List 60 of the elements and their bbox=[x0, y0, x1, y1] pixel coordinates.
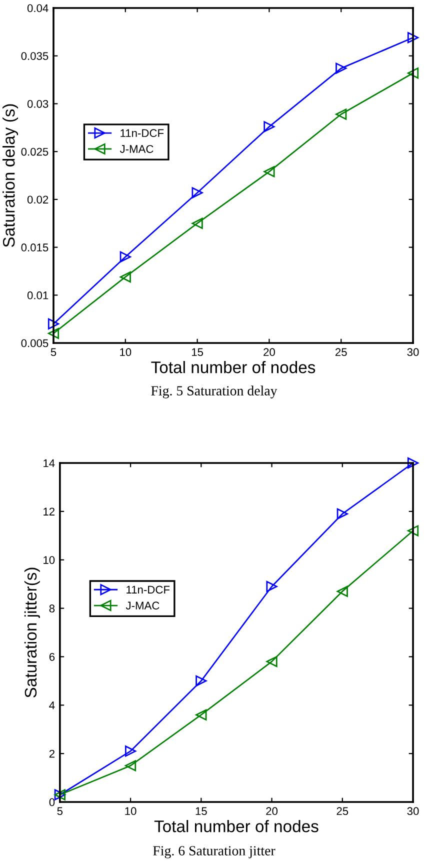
point bbox=[266, 656, 278, 668]
legend-label: J-MAC bbox=[120, 145, 154, 153]
point bbox=[48, 318, 60, 330]
y-tick-label: 0.01 bbox=[27, 291, 48, 300]
point bbox=[264, 121, 275, 132]
point bbox=[407, 68, 419, 79]
point bbox=[124, 760, 136, 772]
y-tick-label: 0.005 bbox=[21, 339, 48, 348]
y-tick-label: 2 bbox=[49, 750, 54, 758]
x-tick-label: 25 bbox=[336, 807, 348, 816]
x-tick-label: 30 bbox=[407, 807, 419, 816]
y-tick-label: 6 bbox=[49, 652, 55, 661]
point bbox=[264, 166, 275, 178]
y-tick-label: 0.02 bbox=[27, 196, 48, 204]
x-tick-label: 10 bbox=[120, 348, 132, 356]
point bbox=[192, 187, 203, 198]
point bbox=[196, 709, 207, 720]
y-tick-label: 0.035 bbox=[21, 52, 48, 60]
y-axis-title: Saturation jitter(s) bbox=[24, 568, 40, 698]
caption: Fig. 6 Saturation jitter bbox=[153, 846, 276, 858]
y-tick-label: 10 bbox=[44, 556, 55, 564]
point bbox=[266, 580, 278, 592]
point bbox=[336, 62, 347, 74]
x-tick-label: 10 bbox=[125, 807, 136, 816]
x-tick-label: 5 bbox=[50, 348, 56, 356]
x-tick-label: 30 bbox=[407, 348, 419, 356]
x-tick-label: 20 bbox=[264, 348, 275, 356]
x-tick-label: 15 bbox=[192, 348, 204, 356]
point bbox=[336, 508, 348, 520]
x-tick-label: 15 bbox=[196, 807, 207, 816]
y-tick-label: 0 bbox=[49, 798, 55, 806]
legend-label: 11n-DCF bbox=[120, 129, 164, 138]
y-tick-label: 12 bbox=[44, 508, 54, 516]
y-tick-label: 0.03 bbox=[27, 100, 48, 108]
point bbox=[120, 271, 131, 283]
y-tick-label: 0.015 bbox=[21, 244, 48, 252]
y-tick-label: 14 bbox=[44, 459, 55, 468]
x-axis-title: Total number of nodes bbox=[154, 820, 318, 832]
point bbox=[48, 328, 60, 339]
point bbox=[120, 251, 131, 262]
point bbox=[196, 675, 207, 686]
point bbox=[192, 218, 203, 229]
x-tick-label: 5 bbox=[57, 807, 63, 816]
point bbox=[407, 525, 419, 536]
x-tick-label: 25 bbox=[335, 348, 347, 356]
y-tick-label: 0.025 bbox=[21, 148, 48, 156]
point bbox=[407, 32, 419, 44]
legend-label: J-MAC bbox=[126, 602, 160, 610]
y-axis-title: Saturation delay (s) bbox=[2, 104, 18, 247]
point bbox=[336, 586, 348, 597]
y-tick-label: 4 bbox=[49, 702, 55, 710]
legend-label: 11n-DCF bbox=[126, 586, 170, 594]
x-tick-label: 20 bbox=[266, 807, 278, 816]
caption: Fig. 5 Saturation delay bbox=[151, 386, 278, 398]
y-tick-label: 0.04 bbox=[27, 4, 48, 12]
y-tick-label: 8 bbox=[49, 604, 55, 612]
point bbox=[336, 108, 347, 120]
point bbox=[124, 746, 136, 757]
x-axis-title: Total number of nodes bbox=[151, 360, 316, 374]
point bbox=[407, 457, 419, 469]
